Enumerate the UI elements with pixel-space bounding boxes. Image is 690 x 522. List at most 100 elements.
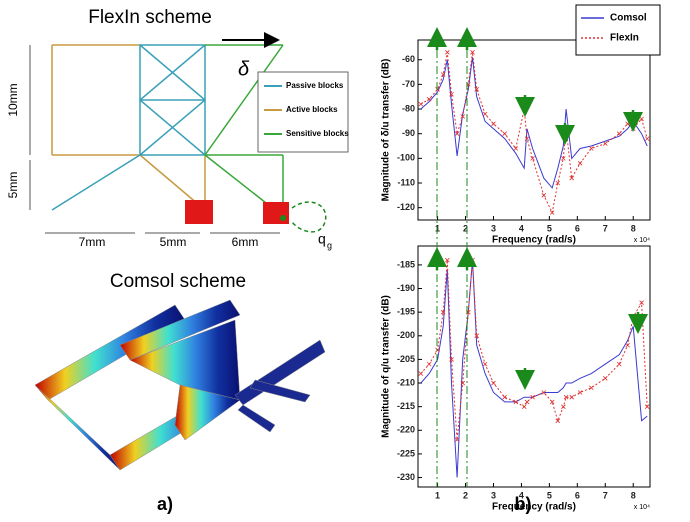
data-marker [602, 141, 608, 146]
data-marker [530, 156, 535, 161]
data-marker [616, 131, 622, 136]
data-marker [549, 210, 555, 215]
y-tick-label: -210 [397, 377, 415, 387]
x-tick-label: 4 [519, 490, 524, 500]
series-line [420, 52, 648, 215]
y-axis-label: Magnitude of q/u transfer (dB) [381, 295, 392, 438]
dimension: 5mm [6, 172, 20, 199]
data-marker [555, 180, 561, 186]
x-tick-label: 6 [575, 223, 580, 233]
x-tick-label: 5 [547, 490, 552, 500]
x-tick-label: 6 [575, 490, 580, 500]
panel-label: a) [157, 494, 173, 514]
y-tick-label: -120 [397, 202, 415, 212]
plot-area [417, 245, 651, 488]
data-marker [460, 380, 466, 386]
data-marker [449, 357, 454, 362]
data-marker [435, 347, 440, 353]
plot-area [417, 39, 651, 221]
series-line [420, 57, 648, 189]
x-tick-label: 2 [463, 490, 468, 500]
data-marker [577, 390, 583, 395]
flexin-structure [29, 32, 327, 234]
data-marker [460, 114, 466, 119]
delta-label: δ [238, 58, 250, 80]
x-tick-label: 3 [491, 490, 496, 500]
x-tick-label: 5 [547, 223, 552, 233]
y-axis-label: Magnitude of δ/u transfer (dB) [381, 59, 392, 202]
y-tick-label: -100 [397, 153, 415, 163]
data-marker [513, 146, 519, 151]
dimension: 6mm [232, 235, 259, 249]
flexin-legend: Passive blocks Active blocks Sensitive b… [257, 71, 349, 153]
data-marker [644, 404, 650, 409]
y-tick-label: -215 [397, 401, 415, 411]
data-marker [563, 394, 569, 400]
data-marker [589, 146, 594, 151]
panel-label: b) [515, 494, 532, 514]
data-marker [625, 342, 630, 348]
data-marker [524, 136, 530, 141]
series-line [420, 260, 648, 440]
data-marker [435, 87, 440, 92]
annotation-arrows [427, 27, 648, 487]
data-marker [418, 371, 424, 376]
data-marker [513, 399, 519, 405]
data-marker [644, 136, 650, 141]
y-tick-label: -225 [397, 448, 415, 458]
dimension: 5mm [160, 235, 187, 249]
data-marker [561, 404, 566, 409]
data-marker [502, 394, 507, 400]
y-tick-label: -195 [397, 307, 415, 317]
x-axis-label: Frequency (rad/s) [492, 502, 576, 513]
legend-box [575, 4, 661, 56]
data-marker [474, 333, 479, 339]
data-marker [639, 300, 644, 305]
data-marker [555, 418, 561, 424]
data-marker [440, 72, 446, 77]
data-marker [589, 385, 594, 391]
data-marker [445, 50, 450, 55]
legend-label: Sensitive blocks [286, 129, 349, 138]
x-tick-label: 7 [603, 490, 608, 500]
series-line [420, 260, 648, 478]
y-tick-label: -70 [402, 79, 415, 89]
x-tick-label: 1 [435, 223, 440, 233]
x-tick-label: 8 [631, 223, 636, 233]
data-marker [530, 394, 535, 400]
comsol-title: Comsol scheme [110, 271, 246, 292]
data-marker [524, 399, 530, 405]
data-marker [569, 394, 575, 400]
q-label: q [318, 231, 326, 247]
data-marker [602, 376, 608, 381]
y-tick-label: -190 [397, 283, 415, 293]
x-axis-label: Frequency (rad/s) [492, 235, 576, 246]
data-marker [418, 101, 424, 107]
data-marker [549, 399, 555, 405]
dimension: 10mm [6, 83, 20, 116]
data-marker [482, 361, 488, 367]
x-multiplier: x 10⁴ [634, 504, 650, 511]
data-marker [541, 193, 547, 198]
data-marker [454, 131, 460, 136]
x-tick-label: 2 [463, 223, 468, 233]
y-tick-label: -200 [397, 330, 415, 340]
data-marker [541, 390, 547, 395]
x-tick-label: 3 [491, 223, 496, 233]
charts: -60 -70 -80 -90 -100 -110 -120 1 2 3 4 5 6 7 8 x 10⁴ Fre… [381, 4, 661, 513]
data-marker [616, 361, 622, 367]
y-tick-label: -230 [397, 472, 415, 482]
data-marker [502, 131, 507, 136]
data-marker [454, 437, 460, 443]
legend-label: Active blocks [286, 105, 338, 114]
data-marker [521, 404, 527, 409]
legend-label: FlexIn [610, 33, 639, 44]
y-tick-label: -60 [402, 54, 415, 64]
data-marker [449, 91, 454, 97]
flexin-title: FlexIn scheme [88, 7, 212, 28]
data-marker [426, 361, 432, 367]
y-tick-label: -80 [402, 103, 415, 113]
y-tick-label: -185 [397, 259, 415, 269]
q-subscript: g [327, 240, 332, 250]
